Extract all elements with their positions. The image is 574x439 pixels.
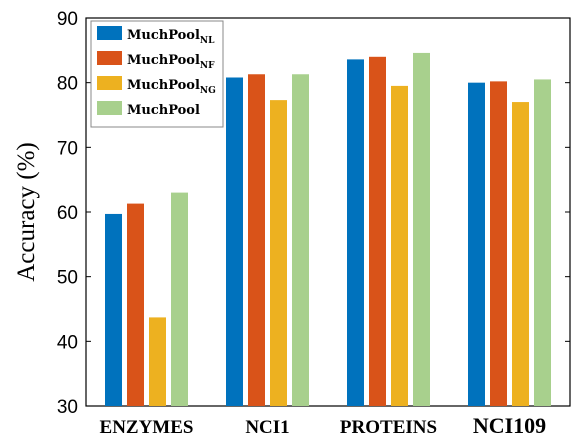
bar-nci1-series-4: [292, 74, 309, 406]
bar-enzymes-series-2: [127, 203, 144, 406]
legend-entry: MuchPoolNL: [127, 28, 215, 46]
y-tick-label: 50: [57, 268, 78, 289]
y-tick-label: 30: [57, 397, 78, 418]
legend-swatch: [97, 101, 122, 115]
x-axis-labels: ENZYMES NCI1 PROTEINS NCI109: [100, 413, 547, 438]
bar-nci109-series-1: [468, 82, 485, 407]
legend: MuchPoolNL MuchPoolNF MuchPoolNG MuchPool: [90, 20, 224, 128]
y-axis-label: Accuracy (%): [13, 142, 40, 282]
bar-nci1-series-3: [270, 100, 287, 407]
legend-swatch: [97, 76, 122, 90]
bar-enzymes-series-1: [105, 213, 122, 406]
x-tick-label-enzymes: ENZYMES: [100, 417, 194, 438]
bar-proteins-series-1: [347, 59, 364, 407]
bar-proteins-series-3: [391, 85, 408, 407]
y-tick-label: 70: [57, 138, 78, 159]
x-tick-label-nci109: NCI109: [473, 413, 546, 438]
bar-nci109-series-3: [512, 102, 529, 407]
bar-nci1-series-1: [226, 77, 243, 406]
bar-proteins-series-2: [369, 56, 386, 407]
bar-enzymes-series-3: [149, 317, 166, 406]
bar-nci1-series-2: [248, 74, 265, 406]
y-tick-label: 40: [57, 332, 78, 353]
legend-entry: MuchPool: [127, 103, 200, 118]
bar-proteins-series-4: [413, 52, 430, 407]
x-tick-label-proteins: PROTEINS: [340, 417, 437, 438]
y-tick-label: 90: [57, 9, 78, 30]
y-axis-ticks: 30 40 50 60 70 80 90: [57, 9, 570, 418]
bar-nci109-series-4: [534, 79, 551, 406]
legend-entry: MuchPoolNG: [127, 78, 216, 96]
x-tick-label-nci1: NCI1: [245, 417, 289, 438]
legend-swatch: [97, 51, 122, 65]
bar-enzymes-series-4: [171, 192, 188, 406]
legend-entry: MuchPoolNF: [127, 53, 215, 71]
bars: [105, 52, 551, 407]
bar-nci109-series-2: [490, 81, 507, 406]
legend-swatch: [97, 26, 122, 40]
y-tick-label: 80: [57, 74, 78, 95]
y-tick-label: 60: [57, 203, 78, 224]
